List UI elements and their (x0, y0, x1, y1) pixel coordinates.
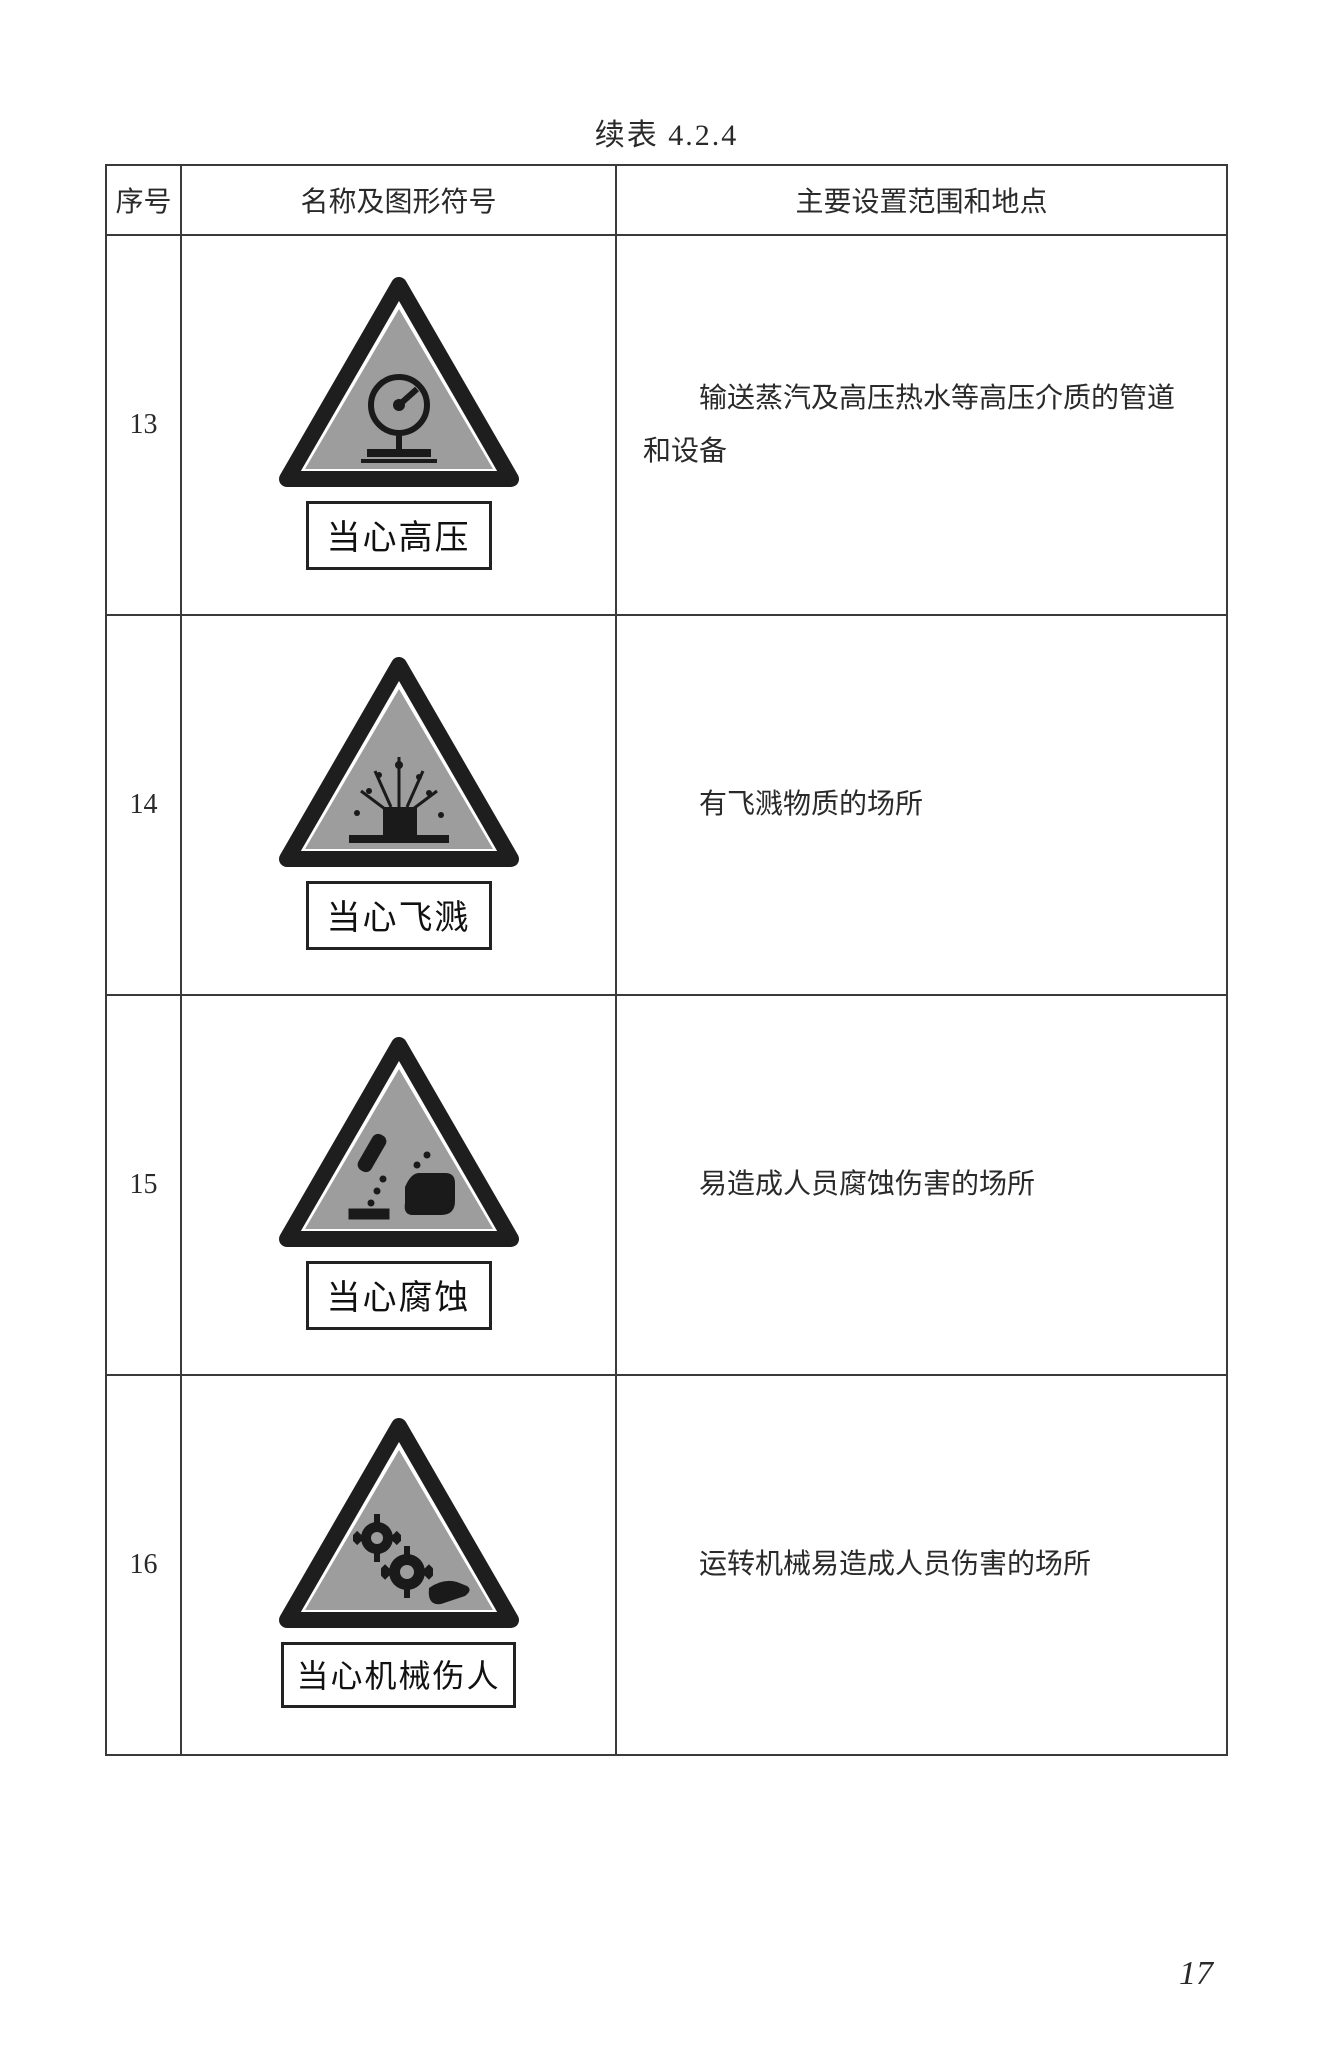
desc-text: 易造成人员腐蚀伤害的场所 (699, 1169, 1035, 1200)
warning-high-pressure-icon (279, 277, 519, 487)
desc-text: 有飞溅物质的场所 (699, 789, 923, 820)
sign-label: 当心高压 (306, 501, 492, 570)
row-number: 16 (106, 1375, 181, 1755)
warning-splash-icon (279, 657, 519, 867)
sign-cell: 当心腐蚀 (181, 995, 616, 1375)
warning-sign: 当心腐蚀 (192, 1037, 605, 1330)
row-description: 易造成人员腐蚀伤害的场所 (616, 995, 1227, 1375)
warning-sign: 当心飞溅 (192, 657, 605, 950)
warning-sign: 当心高压 (192, 277, 605, 570)
warning-corrosion-icon (279, 1037, 519, 1247)
col-header-num: 序号 (106, 165, 181, 235)
table-row: 14 (106, 615, 1227, 995)
row-description: 运转机械易造成人员伤害的场所 (616, 1375, 1227, 1755)
table-row: 13 (106, 235, 1227, 615)
sign-label: 当心飞溅 (306, 881, 492, 950)
safety-signs-table: 序号 名称及图形符号 主要设置范围和地点 13 (105, 164, 1228, 1756)
sign-cell: 当心飞溅 (181, 615, 616, 995)
sign-label: 当心机械伤人 (281, 1642, 515, 1708)
row-number: 15 (106, 995, 181, 1375)
table-row: 16 (106, 1375, 1227, 1755)
row-description: 有飞溅物质的场所 (616, 615, 1227, 995)
col-header-sign: 名称及图形符号 (181, 165, 616, 235)
col-header-desc: 主要设置范围和地点 (616, 165, 1227, 235)
warning-machinery-icon (279, 1418, 519, 1628)
row-description: 输送蒸汽及高压热水等高压介质的管道和设备 (616, 235, 1227, 615)
sign-label: 当心腐蚀 (306, 1261, 492, 1330)
table-header-row: 序号 名称及图形符号 主要设置范围和地点 (106, 165, 1227, 235)
page-number: 17 (1179, 1955, 1213, 1993)
table-row: 15 (106, 995, 1227, 1375)
table-title: 续表 4.2.4 (105, 110, 1228, 154)
row-number: 13 (106, 235, 181, 615)
sign-cell: 当心高压 (181, 235, 616, 615)
document-page: 续表 4.2.4 序号 名称及图形符号 主要设置范围和地点 13 (0, 0, 1333, 2048)
warning-sign: 当心机械伤人 (192, 1418, 605, 1708)
desc-text: 输送蒸汽及高压热水等高压介质的管道和设备 (643, 383, 1175, 467)
sign-cell: 当心机械伤人 (181, 1375, 616, 1755)
row-number: 14 (106, 615, 181, 995)
desc-text: 运转机械易造成人员伤害的场所 (699, 1549, 1091, 1580)
